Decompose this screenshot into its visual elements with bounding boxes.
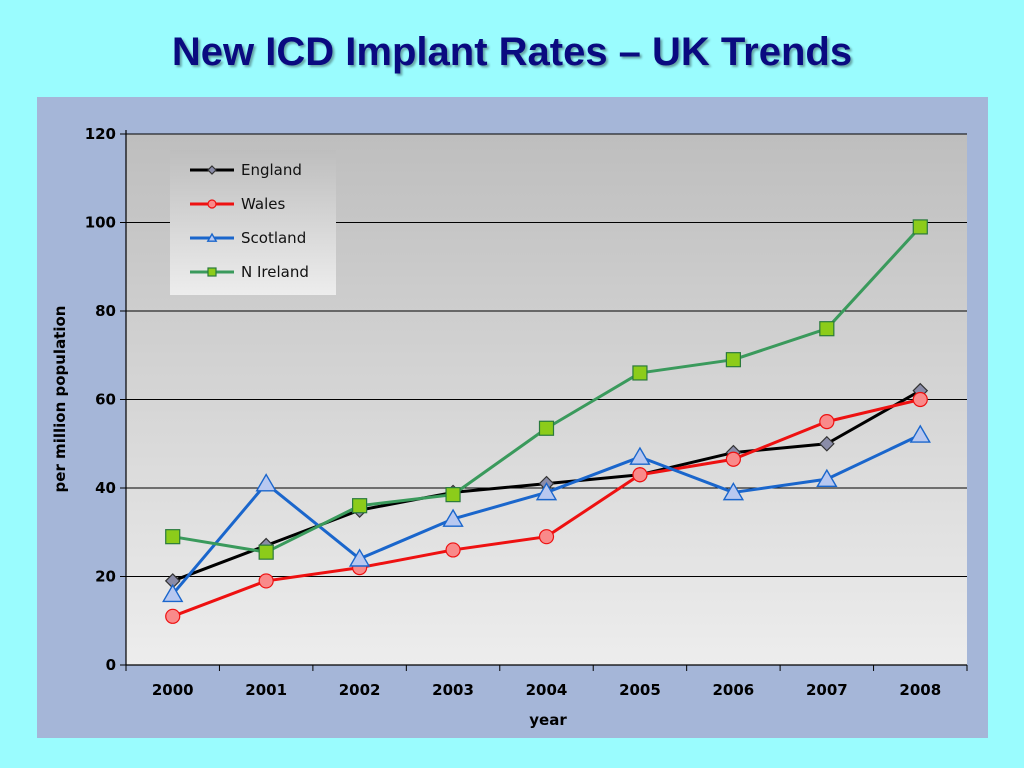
data-point-n-ireland bbox=[352, 498, 368, 514]
axes: 0 20 40 60 80 100 120 2000 2001 2002 2003 2004 2005 2… bbox=[85, 125, 968, 699]
legend-label-n-ireland: N Ireland bbox=[241, 263, 309, 281]
legend-label-england: England bbox=[241, 161, 302, 179]
x-tick-label: 2005 bbox=[619, 681, 661, 699]
series-wales bbox=[165, 391, 928, 624]
data-point-scotland bbox=[348, 548, 371, 567]
data-point-wales bbox=[912, 391, 928, 408]
data-point-n-ireland bbox=[445, 487, 461, 503]
line-chart: 0 20 40 60 80 100 120 2000 2001 2002 2003 2004 2005 2… bbox=[51, 125, 968, 729]
y-tick-label: 40 bbox=[95, 479, 116, 497]
data-point-england bbox=[818, 435, 835, 452]
data-point-n-ireland bbox=[819, 321, 835, 337]
y-tick-label: 80 bbox=[95, 302, 116, 320]
series-n-ireland bbox=[165, 219, 928, 560]
data-point-scotland bbox=[442, 508, 464, 527]
x-tick-label: 2004 bbox=[526, 681, 568, 699]
x-tick-label: 2003 bbox=[432, 681, 474, 699]
series-scotland bbox=[162, 424, 931, 603]
legend-label-scotland: Scotland bbox=[241, 229, 306, 247]
data-point-wales bbox=[538, 529, 555, 545]
data-point-scotland bbox=[535, 482, 558, 501]
series-layer bbox=[162, 219, 931, 624]
data-point-n-ireland bbox=[632, 365, 648, 381]
data-point-wales bbox=[165, 608, 181, 624]
y-tick-label: 0 bbox=[106, 656, 116, 674]
x-tick-label: 2007 bbox=[806, 681, 848, 699]
data-point-n-ireland bbox=[258, 544, 274, 560]
legend-label-wales: Wales bbox=[241, 195, 285, 213]
data-point-wales bbox=[725, 451, 741, 467]
data-point-scotland bbox=[629, 446, 651, 465]
legend: England Wales Scotland N Ireland bbox=[170, 150, 336, 295]
chart-panel: 0 20 40 60 80 100 120 2000 2001 2002 2003 2004 2005 2… bbox=[37, 97, 988, 738]
x-tick-label: 2002 bbox=[339, 681, 381, 699]
data-point-n-ireland bbox=[912, 219, 928, 235]
slide-title: New ICD Implant Rates – UK Trends bbox=[171, 30, 853, 74]
data-point-n-ireland bbox=[538, 420, 555, 436]
legend-marker-n-ireland bbox=[207, 267, 217, 277]
y-axis-title: per million population bbox=[51, 306, 69, 493]
data-point-n-ireland bbox=[725, 352, 741, 368]
legend-marker-wales bbox=[207, 199, 217, 209]
x-tick-label: 2008 bbox=[899, 681, 941, 699]
data-point-n-ireland bbox=[165, 529, 181, 545]
y-tick-label: 20 bbox=[95, 568, 116, 586]
data-point-wales bbox=[632, 467, 648, 483]
data-point-scotland bbox=[255, 473, 277, 492]
x-axis-title: year bbox=[529, 711, 567, 729]
data-point-wales bbox=[819, 414, 835, 430]
x-tick-label: 2001 bbox=[245, 681, 287, 699]
data-point-wales bbox=[445, 542, 461, 558]
legend-marker-england bbox=[207, 165, 217, 175]
data-point-scotland bbox=[722, 482, 745, 501]
y-tick-label: 120 bbox=[85, 125, 116, 143]
data-point-wales bbox=[258, 573, 274, 589]
x-tick-label: 2006 bbox=[713, 681, 755, 699]
data-point-scotland bbox=[909, 424, 931, 443]
data-point-scotland bbox=[162, 583, 184, 603]
x-tick-label: 2000 bbox=[152, 681, 194, 699]
data-point-scotland bbox=[816, 468, 838, 488]
y-tick-label: 60 bbox=[95, 391, 116, 409]
legend-marker-scotland bbox=[206, 232, 218, 242]
y-tick-label: 100 bbox=[85, 214, 116, 232]
